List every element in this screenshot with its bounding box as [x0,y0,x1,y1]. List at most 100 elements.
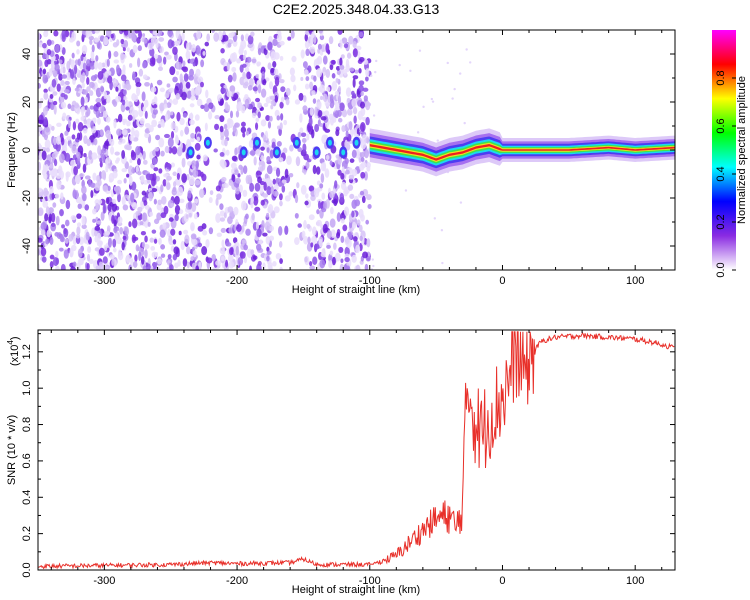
spectrogram-noise-blob [89,61,96,70]
spectrogram-noise-blob [375,59,378,63]
spectrogram-noise-blob [69,247,74,258]
spectrogram-noise-blob [89,39,93,45]
spectrogram-noise-blob [137,206,143,213]
spectrogram-noise-blob [103,36,109,46]
spectrogram-noise-blob [265,212,270,218]
spectrogram-noise-blob [362,251,369,259]
spectrogram-noise-blob [244,81,249,87]
spectrogram-y-axis-label: Frequency (Hz) [6,112,18,188]
spectrogram-noise-blob [340,54,345,59]
spectrogram-noise-blob [216,193,222,200]
spectrogram-noise-blob [360,107,366,117]
spectrogram-noise-blob [166,182,171,190]
spectrogram-noise-blob [172,76,178,83]
spectrogram-noise-blob [266,255,270,262]
spectrogram-noise-blob [279,101,284,109]
spectrogram-noise-blob [303,219,307,230]
spectrogram-noise-blob [131,127,135,137]
spectrogram-noise-blob [283,119,288,126]
spectrogram-noise-blob [72,235,77,246]
spectrogram-noise-blob [339,192,345,203]
snr-series-line [38,331,675,570]
spectrogram-noise-blob [321,248,325,254]
spectrogram-noise-blob [278,182,284,187]
spectrogram-noise-blob [257,111,261,119]
spectrogram-noise-blob [149,237,155,243]
spectrogram-noise-blob [334,110,340,119]
spectrogram-noise-blob [53,137,57,146]
spectrogram-noise-blob [234,147,238,156]
spectrogram-noise-blob [303,69,309,76]
spectrogram-noise-blob [211,254,217,262]
spectrogram-noise-blob [48,68,53,77]
signal-blob-core [341,149,346,156]
spectrogram-noise-blob [365,116,370,126]
spectrogram-noise-blob [182,60,186,67]
colorbar-tick-label: 0.2 [715,214,727,229]
spectrogram-noise-blob [309,46,316,54]
spectrogram-noise-blob [45,238,50,245]
spectrogram-noise-blob [241,121,246,127]
spectrogram-noise-blob [233,92,239,101]
spectrogram-noise-blob [170,202,175,207]
spectrogram-noise-blob [269,95,276,100]
spectrogram-noise-blob [238,47,244,56]
spectrogram-noise-blob [317,110,323,118]
spectrogram-noise-blob [160,244,166,250]
spectrogram-noise-blob [252,255,258,260]
spectrogram-noise-blob [42,68,47,75]
spectrogram-noise-blob [251,212,255,221]
spectrogram-noise-blob [126,173,130,178]
spectrogram-noise-blob [99,161,103,168]
spectrogram-noise-blob [219,210,226,217]
spectrogram-noise-blob [231,155,238,162]
y-tick-label: 20 [21,96,33,108]
spectrogram-noise-blob [142,265,147,270]
spectrogram-noise-blob [279,40,285,46]
spectrogram-noise-blob [69,143,73,149]
spectrogram-noise-blob [121,149,126,159]
spectrogram-noise-blob [174,40,181,46]
spectrogram-noise-blob [324,110,330,117]
spectrogram-noise-blob [182,112,188,118]
spectrogram-noise-blob [114,233,119,241]
spectrogram-noise-blob [51,125,55,131]
spectrogram-noise-blob [331,256,336,266]
spectrogram-noise-blob [311,90,316,95]
spectrogram-noise-blob [299,113,303,123]
spectrogram-noise-blob [139,220,144,226]
spectrogram-noise-blob [290,30,295,39]
spectrogram-noise-blob [46,49,52,56]
spectrogram-noise-blob [274,68,279,76]
spectrogram-noise-blob [59,67,64,74]
spectrogram-noise-blob [122,64,126,73]
spectrogram-noise-blob [117,249,122,258]
spectrogram-noise-blob [222,34,229,42]
spectrogram-noise-blob [186,246,191,255]
spectrogram-noise-blob [125,80,131,90]
spectrogram-noise-blob [416,131,420,134]
spectrogram-noise-blob [249,150,256,156]
spectrogram-noise-blob [158,137,165,148]
spectrogram-noise-blob [76,213,82,219]
spectrogram-noise-blob [186,261,190,269]
spectrogram-noise-blob [305,76,310,82]
spectrogram-noise-blob [76,49,80,55]
x-tick-label: 0 [499,575,505,587]
spectrogram-noise-blob [68,234,74,242]
spectrogram-noise-blob [48,207,54,214]
spectrogram-noise-blob [90,190,94,199]
spectrogram-noise-blob [175,134,179,144]
spectrogram-noise-blob [352,78,356,88]
snr-x-ticks: -300 -200 -100 0 100 [50,330,663,587]
spectrogram-noise-blob [99,105,105,113]
spectrogram-noise-blob [311,129,315,139]
spectrogram-noise-blob [352,93,357,98]
spectrogram-noise-blob [244,98,250,109]
spectrogram-noise-blob [99,157,103,163]
spectrogram-noise-blob [274,94,279,103]
spectrogram-noise-blob [72,189,77,199]
spectrogram-noise-blob [38,73,41,82]
spectrogram-noise-blob [266,186,272,196]
spectrogram-noise-blob [150,265,154,270]
